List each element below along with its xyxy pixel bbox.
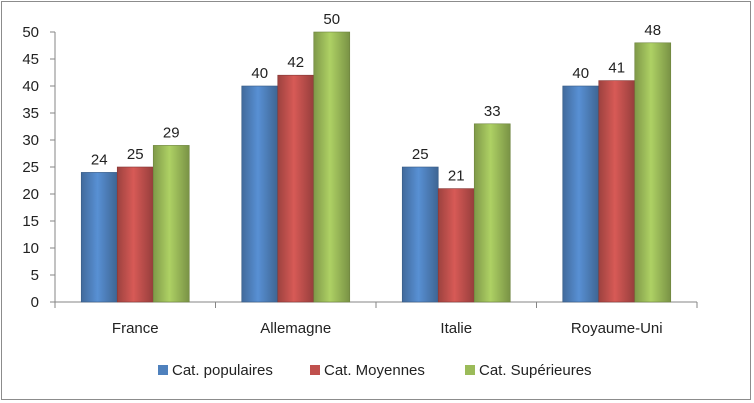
y-tick-label: 0 <box>31 294 39 311</box>
data-label: 41 <box>608 60 625 77</box>
legend-label: Cat. Supérieures <box>479 362 592 379</box>
y-tick-label: 35 <box>22 105 39 122</box>
y-tick-label: 10 <box>22 240 39 257</box>
data-label: 50 <box>323 11 340 28</box>
bar <box>473 123 511 303</box>
data-label: 25 <box>412 146 429 163</box>
bar <box>152 145 190 303</box>
legend-label: Cat. Moyennes <box>324 362 425 379</box>
y-tick-label: 20 <box>22 186 39 203</box>
bar <box>277 74 315 303</box>
y-tick-label: 5 <box>31 267 39 284</box>
data-label: 25 <box>127 146 144 163</box>
data-label: 24 <box>91 151 108 168</box>
legend-label: Cat. populaires <box>172 362 273 379</box>
bar <box>598 80 636 303</box>
data-label: 33 <box>484 103 501 120</box>
data-label: 48 <box>644 22 661 39</box>
legend-swatch <box>465 365 475 375</box>
data-label: 40 <box>572 65 589 82</box>
x-category-label: Italie <box>440 320 472 337</box>
data-label: 40 <box>251 65 268 82</box>
data-label: 21 <box>448 168 465 185</box>
bar <box>80 172 118 303</box>
y-tick-label: 45 <box>22 51 39 68</box>
x-category-label: Royaume-Uni <box>571 320 663 337</box>
bar <box>116 166 154 303</box>
y-tick-label: 50 <box>22 24 39 41</box>
bar <box>313 31 351 303</box>
legend-swatch <box>310 365 320 375</box>
x-category-label: France <box>112 320 159 337</box>
y-tick-label: 30 <box>22 132 39 149</box>
y-tick-label: 25 <box>22 159 39 176</box>
bar <box>241 85 279 303</box>
legend-swatch <box>158 365 168 375</box>
y-tick-label: 15 <box>22 213 39 230</box>
bar <box>634 42 672 303</box>
bar <box>562 85 600 303</box>
data-label: 29 <box>163 124 180 141</box>
x-category-label: Allemagne <box>260 320 331 337</box>
data-label: 42 <box>287 54 304 71</box>
y-tick-label: 40 <box>22 78 39 95</box>
bar <box>401 166 439 303</box>
bar <box>437 188 475 303</box>
